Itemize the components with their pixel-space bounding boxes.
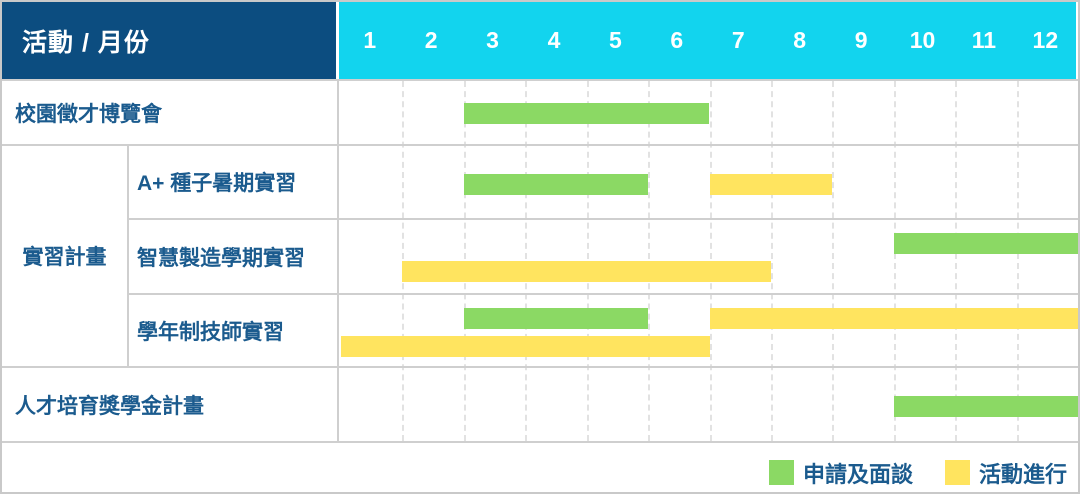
legend-swatch-apply bbox=[768, 460, 794, 485]
month-header-cell: 3 bbox=[486, 27, 499, 53]
gantt-bar-active bbox=[402, 261, 771, 282]
grid-line bbox=[2, 144, 1078, 146]
month-header-cell: 9 bbox=[854, 27, 868, 53]
legend-swatch-active bbox=[944, 460, 970, 485]
month-header-cell: 4 bbox=[547, 27, 561, 53]
grid-line bbox=[127, 218, 1078, 220]
legend-label-apply: 申請及面談 bbox=[802, 461, 913, 487]
grid-line bbox=[337, 79, 339, 443]
row-label-text: 智慧製造學期實習 bbox=[137, 246, 305, 270]
gantt-bar-apply bbox=[463, 174, 649, 195]
gantt-bar-active bbox=[709, 308, 1078, 329]
row-label-year-round-technician-internship: 學年制技師實習 bbox=[129, 295, 337, 366]
month-grid-line bbox=[770, 81, 773, 441]
month-header-row: 1 2 3 4 5 6 7 8 9 10 11 12 bbox=[339, 2, 1076, 79]
row-label-campus-recruit-fair: 校園徵才博覽會 bbox=[2, 81, 336, 144]
month-header-cell: 11 bbox=[971, 27, 997, 53]
month-grid-line bbox=[955, 81, 958, 441]
gantt-bar-apply bbox=[893, 233, 1078, 254]
corner-header-label: 活動 / 月份 bbox=[22, 28, 150, 57]
gantt-bar-apply bbox=[463, 308, 649, 329]
gantt-bar-active bbox=[341, 336, 710, 357]
gantt-bar-apply bbox=[463, 103, 710, 124]
month-grid-line bbox=[1016, 81, 1019, 441]
legend-item-apply: 申請及面談 bbox=[768, 457, 913, 489]
month-grid-line bbox=[832, 81, 835, 441]
row-label-smart-mfg-semester-internship: 智慧製造學期實習 bbox=[129, 220, 337, 293]
month-header-cell: 6 bbox=[670, 27, 684, 53]
grid-line bbox=[2, 366, 1078, 368]
month-header-cell: 8 bbox=[793, 27, 807, 53]
row-label-text: 校園徵才博覽會 bbox=[15, 102, 162, 126]
month-header-cell: 1 bbox=[363, 27, 377, 53]
month-header-cell: 5 bbox=[609, 27, 622, 53]
month-header-cell: 12 bbox=[1032, 27, 1059, 53]
month-header-cell: 7 bbox=[731, 27, 745, 53]
month-header-cell: 10 bbox=[909, 27, 936, 53]
row-label-aplus-summer-internship: A+ 種子暑期實習 bbox=[129, 146, 337, 218]
row-label-talent-scholarship-program: 人才培育獎學金計畫 bbox=[2, 368, 336, 441]
month-grid-line bbox=[893, 81, 896, 441]
legend-item-active: 活動進行 bbox=[944, 457, 1067, 489]
group-label-internship-program: 實習計畫 bbox=[2, 146, 127, 366]
row-label-text: 人才培育獎學金計畫 bbox=[15, 394, 204, 418]
row-label-text: 學年制技師實習 bbox=[137, 320, 284, 344]
group-label-text: 實習計畫 bbox=[22, 246, 107, 269]
month-header-cell: 2 bbox=[424, 27, 438, 53]
legend: 申請及面談 活動進行 bbox=[2, 443, 1078, 492]
grid-line bbox=[2, 441, 1078, 443]
row-label-text: A+ 種子暑期實習 bbox=[137, 172, 297, 195]
grid-line bbox=[127, 146, 129, 368]
legend-label-active: 活動進行 bbox=[978, 461, 1067, 487]
gantt-bar-active bbox=[709, 174, 833, 195]
grid-line bbox=[127, 293, 1078, 295]
corner-header-cell: 活動 / 月份 bbox=[2, 2, 336, 79]
grid-line bbox=[2, 79, 1078, 81]
gantt-bar-apply bbox=[893, 396, 1078, 417]
